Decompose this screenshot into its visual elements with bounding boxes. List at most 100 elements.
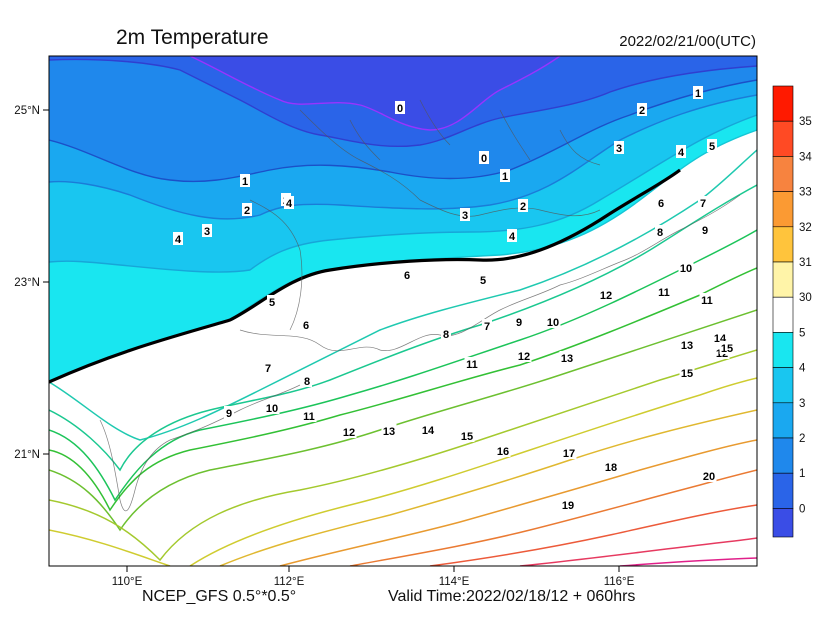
model-label: NCEP_GFS 0.5°*0.5° — [142, 588, 297, 605]
svg-text:13: 13 — [681, 340, 693, 352]
svg-text:15: 15 — [461, 431, 473, 443]
svg-text:11: 11 — [701, 295, 713, 307]
svg-text:13: 13 — [561, 353, 573, 365]
legend-swatch — [772, 472, 794, 509]
legend-swatch — [772, 332, 794, 368]
contour-label: 8 — [655, 225, 665, 239]
svg-text:4: 4 — [678, 147, 685, 159]
svg-text:7: 7 — [484, 321, 490, 333]
svg-text:9: 9 — [226, 408, 232, 420]
legend-label: 2 — [799, 433, 805, 445]
contour-label: 9 — [224, 406, 234, 420]
valid-time-label: Valid Time:2022/02/18/12 + 060hrs — [388, 588, 636, 605]
svg-text:2: 2 — [520, 201, 526, 213]
svg-text:9: 9 — [702, 225, 708, 237]
svg-text:15: 15 — [721, 343, 733, 355]
svg-text:12: 12 — [343, 427, 355, 439]
contour-label: 13 — [679, 338, 695, 352]
lat-tick-label: 25°N — [14, 105, 40, 117]
legend-swatch — [772, 367, 794, 404]
svg-text:8: 8 — [657, 227, 663, 239]
contour-label: 5 — [478, 273, 488, 287]
svg-text:1: 1 — [695, 88, 701, 100]
contour-label: 10 — [545, 315, 561, 329]
contour-label: 1 — [240, 174, 250, 188]
svg-text:13: 13 — [383, 426, 395, 438]
contour-label: 1 — [500, 169, 510, 183]
contour-label: 13 — [381, 424, 397, 438]
plot-frame — [48, 55, 758, 567]
contour-label: 7 — [482, 319, 492, 333]
coastline — [99, 99, 741, 512]
init-time: 2022/02/21/00(UTC) — [619, 33, 756, 50]
contour-lines — [49, 56, 757, 566]
svg-text:1: 1 — [242, 176, 248, 188]
chart-title: 2m Temperature — [116, 26, 269, 49]
contour-label: 10 — [264, 401, 280, 415]
contour-label: 17 — [561, 446, 577, 460]
legend-swatch — [772, 191, 794, 228]
svg-text:1: 1 — [502, 171, 508, 183]
contour-label: 1 — [693, 86, 703, 100]
contour-label: 5 — [267, 295, 277, 309]
svg-text:2: 2 — [244, 205, 250, 217]
legend-swatch — [772, 296, 794, 333]
legend-label: 31 — [799, 257, 812, 269]
contour-label: 2 — [518, 199, 528, 213]
svg-text:12: 12 — [600, 290, 612, 302]
svg-text:3: 3 — [204, 226, 210, 238]
contour-label: 5 — [707, 139, 717, 153]
contour-label: 8 — [441, 327, 451, 341]
lon-axis: 110°E 112°E 114°E 116°E — [112, 566, 635, 588]
legend-label: 1 — [799, 468, 805, 480]
svg-text:10: 10 — [680, 263, 692, 275]
contour-label: 15 — [459, 429, 475, 443]
svg-text:6: 6 — [303, 320, 309, 332]
svg-text:9: 9 — [516, 317, 522, 329]
lat-tick-label: 21°N — [14, 449, 40, 461]
svg-text:6: 6 — [404, 270, 410, 282]
contour-label: 0 — [479, 151, 489, 165]
contour-label: 0 — [395, 101, 405, 115]
contour-label: 12 — [598, 288, 614, 302]
svg-text:2: 2 — [639, 105, 645, 117]
contour-label: 6 — [301, 318, 311, 332]
svg-text:6: 6 — [658, 198, 664, 210]
legend-label: 30 — [799, 292, 812, 304]
svg-text:10: 10 — [547, 317, 559, 329]
svg-text:5: 5 — [269, 297, 275, 309]
legend-swatch — [772, 508, 794, 538]
legend-label: 32 — [799, 222, 812, 234]
svg-text:12: 12 — [518, 351, 530, 363]
legend-label: 4 — [799, 363, 806, 375]
svg-text:7: 7 — [265, 363, 271, 375]
lat-axis: 25°N 23°N 21°N — [14, 105, 49, 461]
contour-label: 4 — [507, 229, 517, 243]
svg-text:8: 8 — [443, 329, 449, 341]
contour-label: 16 — [495, 444, 511, 458]
contour-label: 11 — [301, 409, 317, 423]
contour-label: 2 — [242, 203, 252, 217]
contour-label: 14 — [712, 331, 728, 345]
legend-label: 34 — [799, 151, 812, 163]
svg-text:5: 5 — [480, 275, 486, 287]
svg-text:7: 7 — [700, 198, 706, 210]
legend-label: 33 — [799, 187, 812, 199]
contour-label: 9 — [514, 315, 524, 329]
contour-label: 2 — [637, 103, 647, 117]
contour-label: 4 — [173, 232, 183, 246]
contour-labels: 0011122223334444555666777888999101010111… — [173, 86, 735, 512]
contour-label: 7 — [263, 361, 273, 375]
contour-label: 14 — [420, 423, 436, 437]
contour-label: 6 — [402, 268, 412, 282]
lat-tick-label: 23°N — [14, 277, 40, 289]
svg-text:4: 4 — [175, 234, 182, 246]
svg-text:11: 11 — [658, 287, 670, 299]
contour-label: 9 — [700, 223, 710, 237]
svg-text:0: 0 — [397, 103, 403, 115]
contour-label: 12 — [516, 349, 532, 363]
contour-label: 3 — [614, 141, 624, 155]
band-below-0 — [190, 56, 560, 130]
